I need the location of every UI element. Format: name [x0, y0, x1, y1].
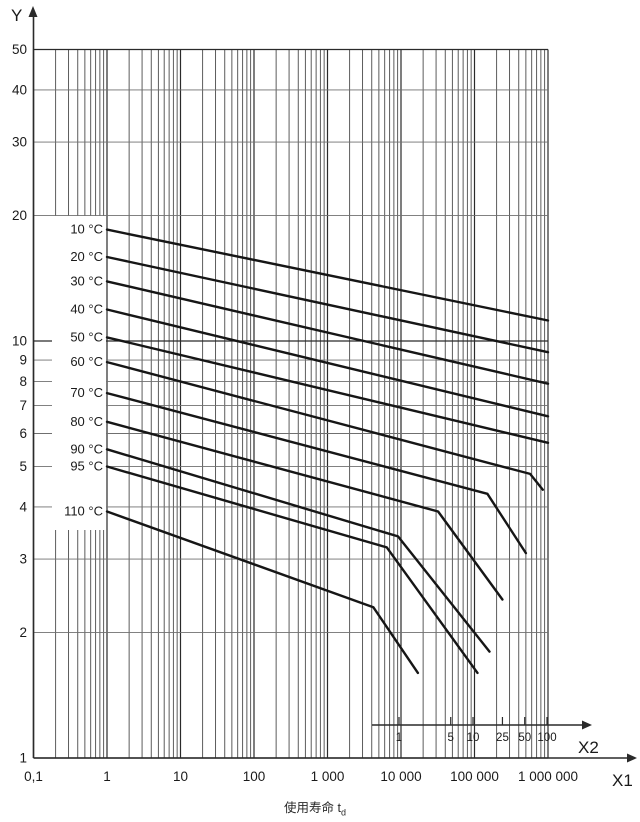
curve-label-backdrop	[52, 216, 106, 530]
y-axis-arrow-icon	[28, 6, 38, 17]
y-tick-20: 20	[12, 208, 27, 223]
y-tick-4: 4	[19, 499, 27, 514]
x1-axis-arrow-icon	[627, 753, 637, 763]
x1-tick-10000: 10 000	[380, 769, 421, 784]
temperature-curves: 10 °C 20 °C 30 °C 40 °C 50 °C 60 °C 70 °C 80 °C…	[64, 222, 550, 675]
y-tick-30: 30	[12, 135, 27, 150]
y-tick-2: 2	[19, 625, 27, 640]
x2-tick-50: 50	[518, 732, 531, 744]
y-tick-3: 3	[19, 552, 27, 567]
curve-label-50c: 50 °C	[70, 329, 103, 344]
y-tick-5: 5	[19, 459, 27, 474]
y-tick-1: 1	[19, 751, 27, 766]
x2-tick-1: 1	[396, 732, 402, 744]
curve-80c	[105, 420, 504, 601]
y-tick-8: 8	[19, 374, 27, 389]
curve-20c	[105, 255, 550, 354]
y-tick-50: 50	[12, 42, 27, 57]
curve-label-20c: 20 °C	[70, 249, 103, 264]
legend-label-box	[52, 216, 106, 530]
y-tick-7: 7	[19, 398, 27, 413]
axis-tick-labels: 50 40 30 20 10 9 8 7 6 5 4 3 2 1 0,1 1 10 100 1 000 10 000 1…	[12, 42, 578, 784]
x2-inset-axis: 1 5 10 25 50 100	[372, 717, 592, 744]
x-axis-caption: 使用寿命 td	[284, 797, 346, 818]
curve-90c	[105, 448, 491, 653]
curve-40c	[105, 308, 550, 418]
x1-tick-1: 1	[103, 769, 111, 784]
grid-lines	[32, 48, 549, 759]
curve-label-70c: 70 °C	[70, 385, 103, 400]
x1-tick-1000000: 1 000 000	[518, 769, 578, 784]
curve-60c	[105, 360, 544, 491]
curve-label-110c: 110 °C	[64, 504, 103, 519]
x2-tick-5: 5	[448, 732, 454, 744]
curve-label-90c: 90 °C	[70, 441, 103, 456]
x1-tick-1000: 1 000	[311, 769, 345, 784]
x2-tick-25: 25	[496, 732, 509, 744]
curve-110c	[105, 510, 420, 675]
y-tick-40: 40	[12, 82, 27, 97]
y-axis-title: Y	[11, 6, 22, 25]
x1-tick-100000: 100 000	[450, 769, 499, 784]
x-axis-caption-symbol: t	[337, 801, 341, 815]
x-axis-caption-text: 使用寿命	[284, 801, 335, 815]
x1-axis-title: X1	[612, 771, 633, 790]
x2-tick-100: 100	[537, 732, 556, 744]
x-axis-caption-subscript: d	[340, 807, 346, 818]
y-tick-9: 9	[19, 353, 27, 368]
curve-label-40c: 40 °C	[70, 301, 103, 316]
x1-tick-0,1: 0,1	[24, 769, 43, 784]
curve-50c	[105, 336, 550, 444]
curve-30c	[105, 280, 550, 385]
axes	[28, 6, 637, 763]
curve-label-10c: 10 °C	[70, 222, 103, 237]
x2-axis-title: X2	[578, 738, 599, 757]
curve-95c	[105, 465, 479, 675]
x2-tick-10: 10	[467, 732, 480, 744]
x1-tick-100: 100	[243, 769, 266, 784]
curve-70c	[105, 391, 528, 555]
curve-label-80c: 80 °C	[70, 414, 103, 429]
x2-axis-arrow-icon	[582, 720, 592, 730]
y-tick-10: 10	[12, 334, 27, 349]
x1-tick-10: 10	[173, 769, 188, 784]
curve-label-60c: 60 °C	[70, 354, 103, 369]
curve-label-95c: 95 °C	[70, 459, 103, 474]
y-tick-6: 6	[19, 426, 27, 441]
curve-10c	[105, 228, 550, 322]
curve-label-30c: 30 °C	[70, 273, 103, 288]
